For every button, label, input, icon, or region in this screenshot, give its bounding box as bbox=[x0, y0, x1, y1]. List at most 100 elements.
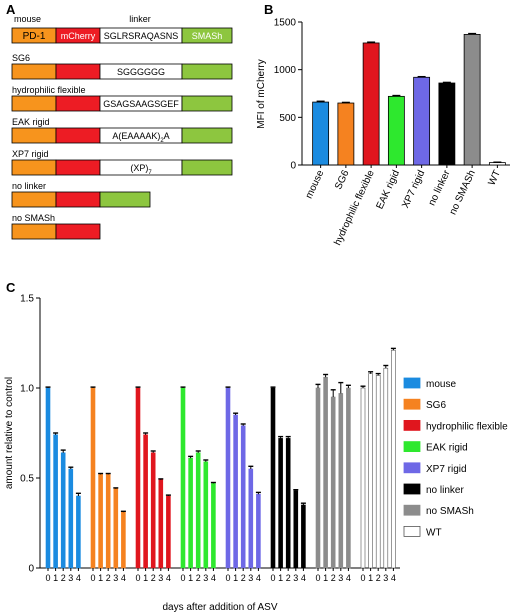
legend-swatch bbox=[403, 377, 421, 389]
bar bbox=[360, 387, 366, 569]
bar bbox=[225, 387, 231, 569]
bar bbox=[90, 387, 96, 569]
mcherry-segment bbox=[55, 223, 101, 240]
x-tick-label: mouse bbox=[304, 168, 327, 200]
x-tick-label: 4 bbox=[301, 573, 306, 583]
bar bbox=[383, 367, 389, 569]
bar bbox=[45, 387, 51, 569]
y-tick-label: 1000 bbox=[274, 65, 297, 76]
mcherry-segment bbox=[55, 159, 101, 176]
x-tick-label: 1 bbox=[53, 573, 58, 583]
x-tick-label: 1 bbox=[188, 573, 193, 583]
y-tick-label: 1.5 bbox=[20, 294, 34, 305]
x-tick-label: 2 bbox=[376, 573, 381, 583]
bar bbox=[270, 387, 276, 569]
bar bbox=[387, 95, 405, 166]
bar bbox=[135, 387, 141, 569]
legend-swatch bbox=[403, 504, 421, 516]
bar bbox=[105, 474, 111, 569]
construct-name: SG6 bbox=[12, 53, 30, 63]
construct-row: A(EAAAAK)2A bbox=[11, 127, 233, 144]
x-tick-label: no linker bbox=[427, 168, 453, 208]
x-tick-label: 1 bbox=[278, 573, 283, 583]
x-tick-label: 4 bbox=[121, 573, 126, 583]
x-axis-label: days after addition of ASV bbox=[162, 602, 277, 613]
bar bbox=[76, 495, 81, 569]
x-tick-label: 0 bbox=[360, 573, 365, 583]
y-tick-label: 0.5 bbox=[20, 474, 34, 485]
construct-header-species: mouse bbox=[14, 14, 41, 24]
x-tick-label: 2 bbox=[196, 573, 201, 583]
x-tick-label: 2 bbox=[106, 573, 111, 583]
pd1-segment bbox=[11, 127, 57, 144]
bar bbox=[53, 434, 58, 569]
x-tick-label: 2 bbox=[331, 573, 336, 583]
smash-segment bbox=[181, 95, 233, 112]
y-axis-label: MFI of mCherry bbox=[256, 59, 267, 128]
y-tick-label: 500 bbox=[279, 113, 296, 124]
x-tick-label: 4 bbox=[166, 573, 171, 583]
bar bbox=[256, 493, 261, 569]
bar bbox=[278, 438, 283, 569]
x-tick-label: XP7 rigid bbox=[400, 169, 427, 210]
smash-segment bbox=[181, 63, 233, 80]
construct-diagram: SGLRSRAQASNS PD-1 mCherry SMASh SG6 SGGGGGG hy… bbox=[11, 27, 233, 240]
bar bbox=[248, 468, 254, 569]
bar bbox=[233, 414, 238, 569]
x-tick-label: 1 bbox=[143, 573, 148, 583]
bar bbox=[346, 387, 351, 569]
legend-swatch bbox=[403, 483, 421, 495]
bar bbox=[60, 452, 66, 569]
pd1-segment bbox=[11, 63, 57, 80]
legend-label: WT bbox=[426, 527, 442, 538]
bar bbox=[312, 101, 330, 166]
x-tick-label: 1 bbox=[323, 573, 328, 583]
x-tick-label: SG6 bbox=[333, 168, 352, 191]
x-tick-label: 3 bbox=[68, 573, 73, 583]
x-tick-label: 3 bbox=[293, 573, 298, 583]
bar bbox=[362, 42, 380, 166]
x-tick-label: 3 bbox=[248, 573, 253, 583]
y-tick-label: 1.0 bbox=[20, 384, 34, 395]
bar bbox=[188, 457, 193, 569]
bar bbox=[391, 349, 396, 569]
bar bbox=[463, 33, 481, 166]
x-tick-label: 0 bbox=[135, 573, 140, 583]
construct-name: no linker bbox=[12, 181, 46, 191]
bar bbox=[150, 452, 156, 569]
chart-c: 0 0.5 1.0 1.5 amount relative to control days… bbox=[4, 294, 508, 614]
x-tick-label: no SMASh bbox=[448, 169, 478, 217]
linker-sequence: SGGGGGG bbox=[117, 67, 165, 77]
construct-row: GSAGSAAGSGEF bbox=[11, 95, 233, 112]
smash-segment bbox=[181, 127, 233, 144]
pd1-segment bbox=[11, 159, 57, 176]
construct-name: XP7 rigid bbox=[12, 149, 49, 159]
construct-row: SGLRSRAQASNS PD-1 mCherry SMASh bbox=[11, 27, 233, 44]
x-tick-label: 4 bbox=[76, 573, 81, 583]
x-tick-label: 3 bbox=[338, 573, 343, 583]
mcherry-segment bbox=[55, 95, 101, 112]
x-tick-label: 0 bbox=[90, 573, 95, 583]
construct-row bbox=[11, 191, 151, 208]
mcherry-segment bbox=[55, 127, 101, 144]
bar bbox=[203, 461, 209, 569]
pd1-segment bbox=[11, 223, 57, 240]
bar bbox=[121, 511, 126, 569]
x-tick-label: 3 bbox=[383, 573, 388, 583]
bar bbox=[330, 396, 336, 569]
bar bbox=[180, 387, 186, 569]
bar bbox=[98, 474, 103, 569]
x-tick-label: 0 bbox=[315, 573, 320, 583]
x-tick-label: 0 bbox=[225, 573, 230, 583]
bar bbox=[323, 376, 328, 569]
x-tick-label: 3 bbox=[113, 573, 118, 583]
x-tick-label: 4 bbox=[391, 573, 396, 583]
bar bbox=[68, 468, 74, 569]
panel-label-b: B bbox=[264, 2, 273, 17]
x-tick-label: 4 bbox=[211, 573, 216, 583]
bar bbox=[113, 488, 119, 569]
bar bbox=[301, 504, 306, 569]
linker-sequence: SGLRSRAQASNS bbox=[104, 31, 179, 41]
linker-sequence: A(EAAAAK)2A bbox=[112, 131, 169, 144]
